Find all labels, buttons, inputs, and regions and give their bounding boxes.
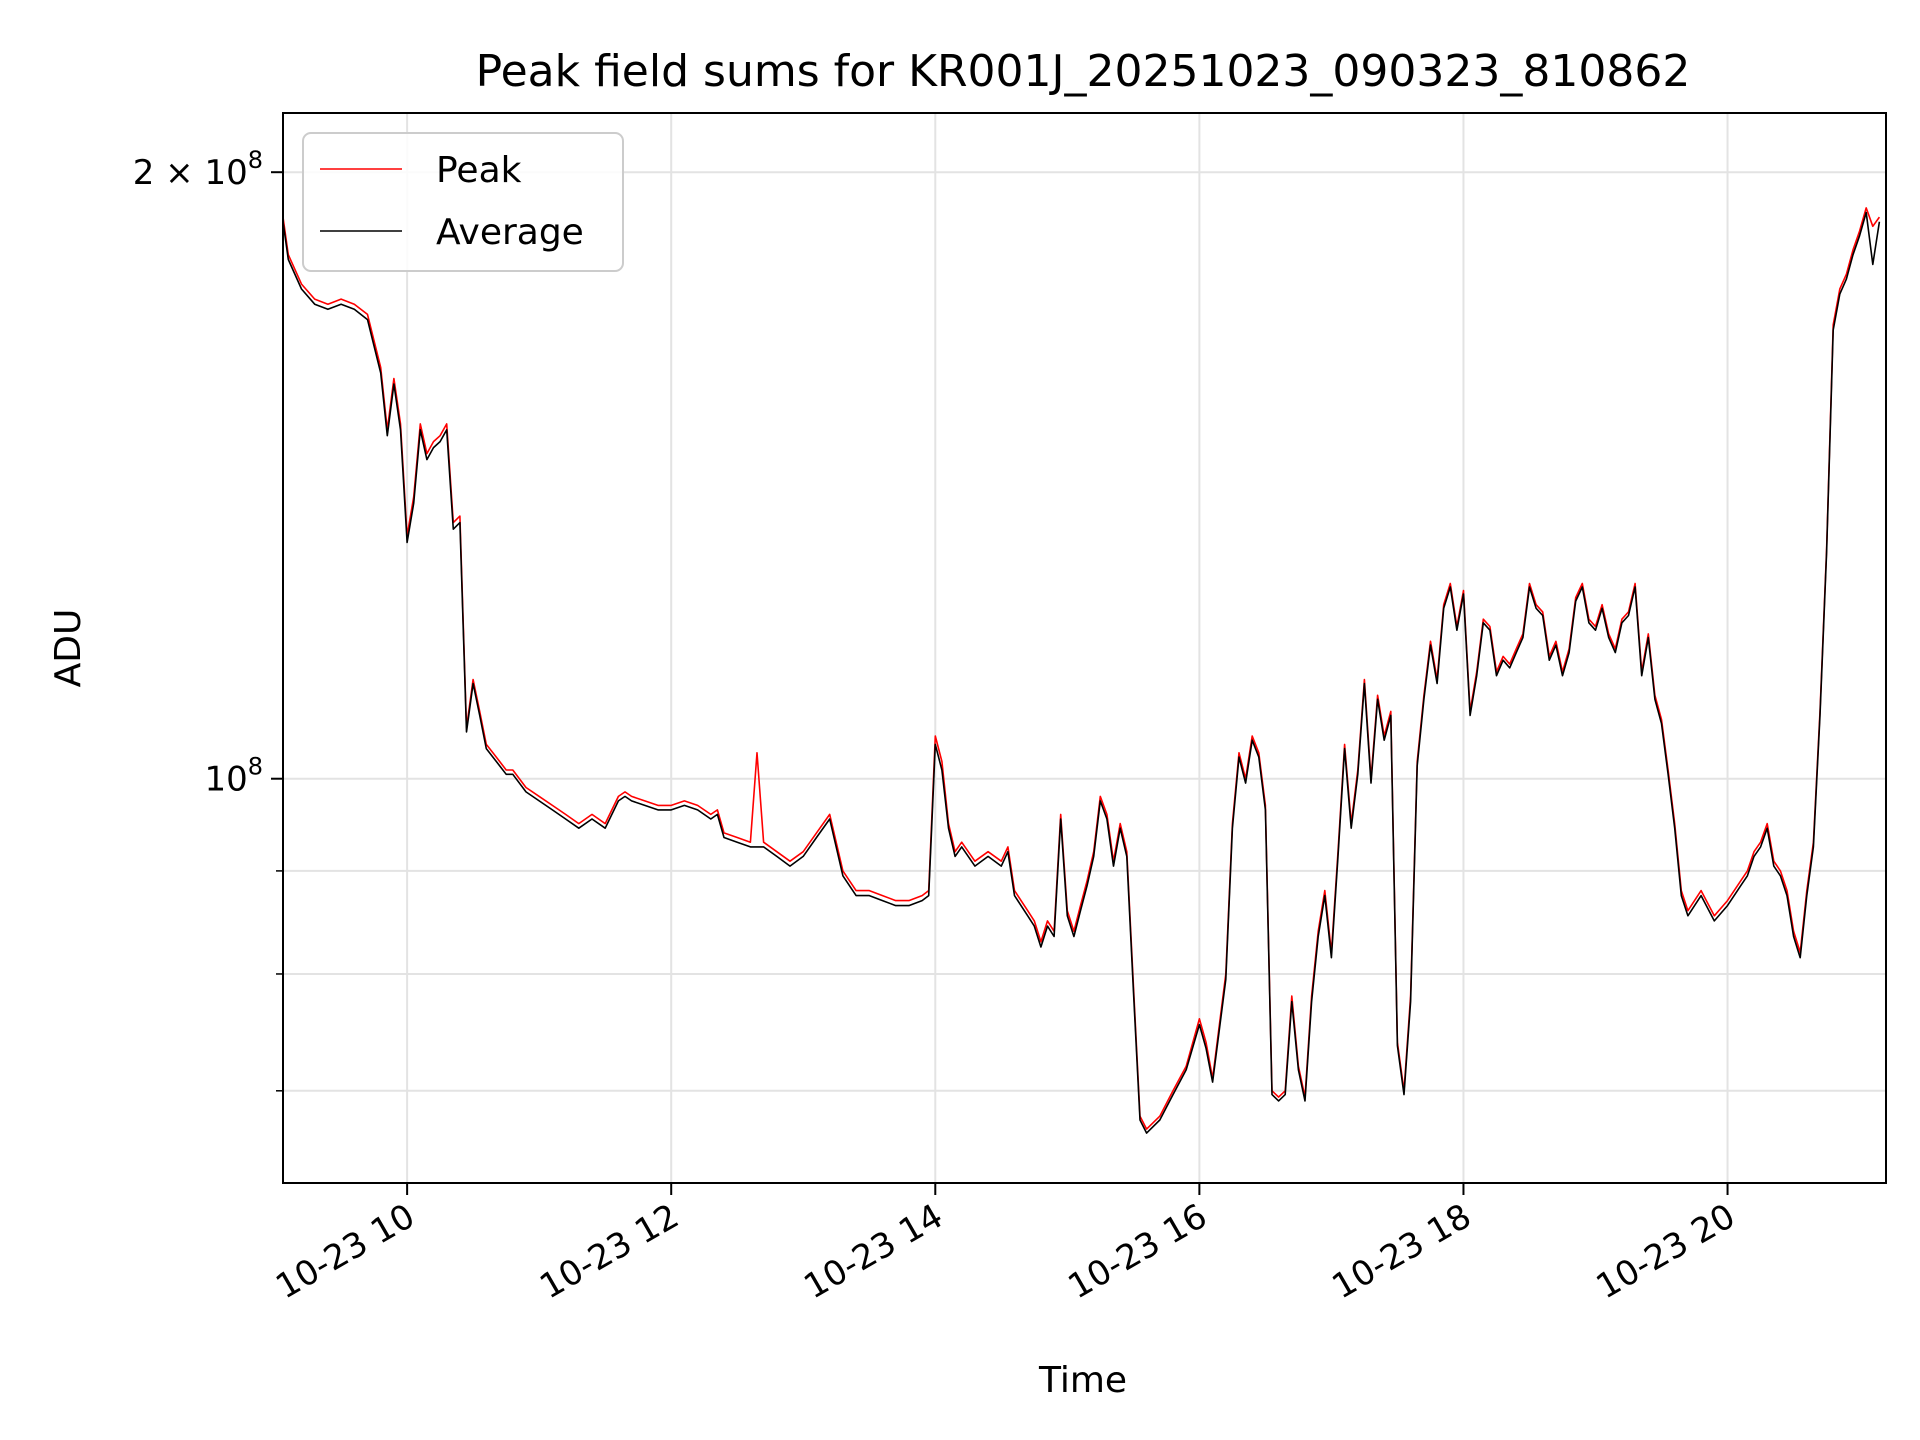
x-axis-label: Time [1038,1360,1127,1401]
legend-label-peak: Peak [436,150,522,191]
series-line-average [282,211,1881,1134]
y-tick-label: 2 × 108 [133,146,263,193]
y-tick-label: 108 [204,753,263,800]
plot-lines [282,207,1881,1134]
chart-title: Peak field sums for KR001J_20251023_0903… [476,46,1691,97]
legend-label-average: Average [436,212,584,253]
legend-box [302,132,624,272]
plot-frame [282,112,1887,1184]
legend: Peak Average [302,132,624,272]
y-axis: 108 2 × 108 [133,146,283,1092]
y-axis-label: ADU [48,609,89,688]
